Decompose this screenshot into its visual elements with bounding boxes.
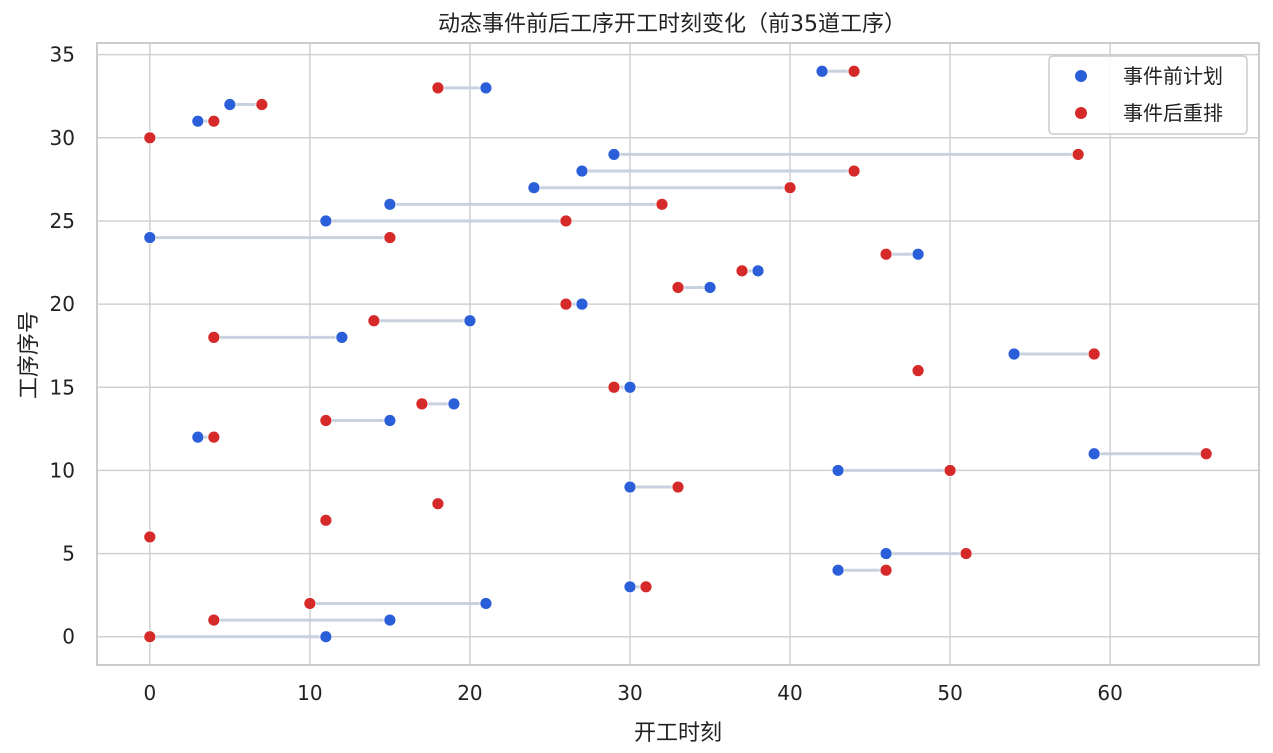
y-tick-label: 25 [50,209,75,233]
point-after-op-17 [1087,347,1101,361]
point-before-op-1 [383,613,397,627]
point-after-op-9 [671,480,685,494]
legend: 事件前计划 事件后重排 [1048,55,1248,135]
x-tick-label: 0 [143,681,156,705]
point-before-op-20 [575,297,589,311]
x-tick-label: 40 [777,681,802,705]
point-after-op-3 [639,580,653,594]
point-after-op-6 [143,530,157,544]
legend-marker-after [1075,107,1087,119]
y-tick-label: 30 [50,126,75,150]
point-after-op-32 [255,98,269,111]
point-before-op-24 [143,231,157,244]
point-after-op-11 [1199,447,1213,461]
point-after-op-8 [431,497,445,511]
point-after-op-20 [559,297,573,311]
point-before-op-29 [607,148,621,161]
point-after-op-34 [847,64,861,78]
y-tick-label: 0 [62,625,75,649]
point-before-op-3 [623,580,637,594]
x-axis-title: 开工时刻 [634,721,722,746]
point-before-op-10 [831,464,845,477]
point-before-op-19 [463,314,477,328]
legend-box [1048,55,1248,135]
point-before-op-15 [623,380,637,394]
y-tick-label: 35 [50,43,75,67]
point-before-op-17 [1007,347,1021,361]
point-after-op-16 [911,364,925,378]
point-after-op-13 [319,414,333,427]
point-before-op-14 [447,397,461,411]
point-before-op-33 [479,81,493,95]
point-before-op-25 [319,214,333,228]
x-tick-label: 60 [1097,681,1122,705]
y-tick-label: 5 [62,542,75,566]
point-before-op-32 [223,98,237,111]
point-before-op-26 [383,197,397,211]
point-after-op-7 [319,513,333,527]
x-tick-label: 20 [457,681,482,705]
point-before-op-28 [575,164,589,178]
point-before-op-31 [191,114,205,128]
point-after-op-28 [847,164,861,178]
point-after-op-24 [383,231,397,244]
point-before-op-27 [527,181,541,195]
y-tick-label: 20 [50,292,75,316]
legend-label-before: 事件前计划 [1123,64,1223,88]
point-after-op-29 [1071,148,1085,161]
point-after-op-14 [415,397,429,411]
point-before-op-34 [815,64,829,78]
point-after-op-19 [367,314,381,328]
tick-labels: 0 10 20 30 40 50 60 0 5 10 15 20 25 30 35 [50,43,1123,705]
point-before-op-5 [879,547,893,560]
point-before-op-21 [703,281,717,294]
point-after-op-33 [431,81,445,95]
point-after-op-30 [143,131,157,145]
point-before-op-2 [479,597,493,610]
data-points [143,64,1213,644]
point-before-op-23 [911,247,925,261]
x-tick-label: 10 [297,681,322,705]
point-before-op-13 [383,414,397,427]
chart-title: 动态事件前后工序开工时刻变化（前35道工序） [438,12,906,37]
connector-lines [149,69,1207,639]
point-after-op-4 [879,563,893,577]
point-after-op-10 [943,464,957,477]
point-after-op-2 [303,597,317,610]
point-after-op-21 [671,281,685,294]
legend-marker-before [1075,70,1087,82]
point-before-op-0 [319,630,333,644]
point-before-op-22 [751,264,765,278]
point-after-op-25 [559,214,573,228]
plot-area-frame [96,42,1260,666]
point-before-op-9 [623,480,637,494]
point-after-op-18 [207,330,221,344]
legend-label-after: 事件后重排 [1123,101,1223,125]
point-after-op-12 [207,430,221,444]
point-before-op-12 [191,430,205,444]
point-before-op-11 [1087,447,1101,461]
point-before-op-4 [831,563,845,577]
point-after-op-31 [207,114,221,128]
point-after-op-0 [143,630,157,644]
point-after-op-15 [607,380,621,394]
point-after-op-22 [735,264,749,278]
y-tick-label: 10 [50,458,75,482]
y-axis-title: 工序序号 [17,311,42,399]
point-after-op-1 [207,613,221,627]
point-after-op-5 [959,547,973,560]
y-tick-label: 15 [50,375,75,399]
point-after-op-27 [783,181,797,195]
x-tick-label: 50 [937,681,962,705]
point-after-op-23 [879,247,893,261]
point-after-op-26 [655,197,669,211]
point-before-op-18 [335,330,349,344]
x-tick-label: 30 [617,681,642,705]
